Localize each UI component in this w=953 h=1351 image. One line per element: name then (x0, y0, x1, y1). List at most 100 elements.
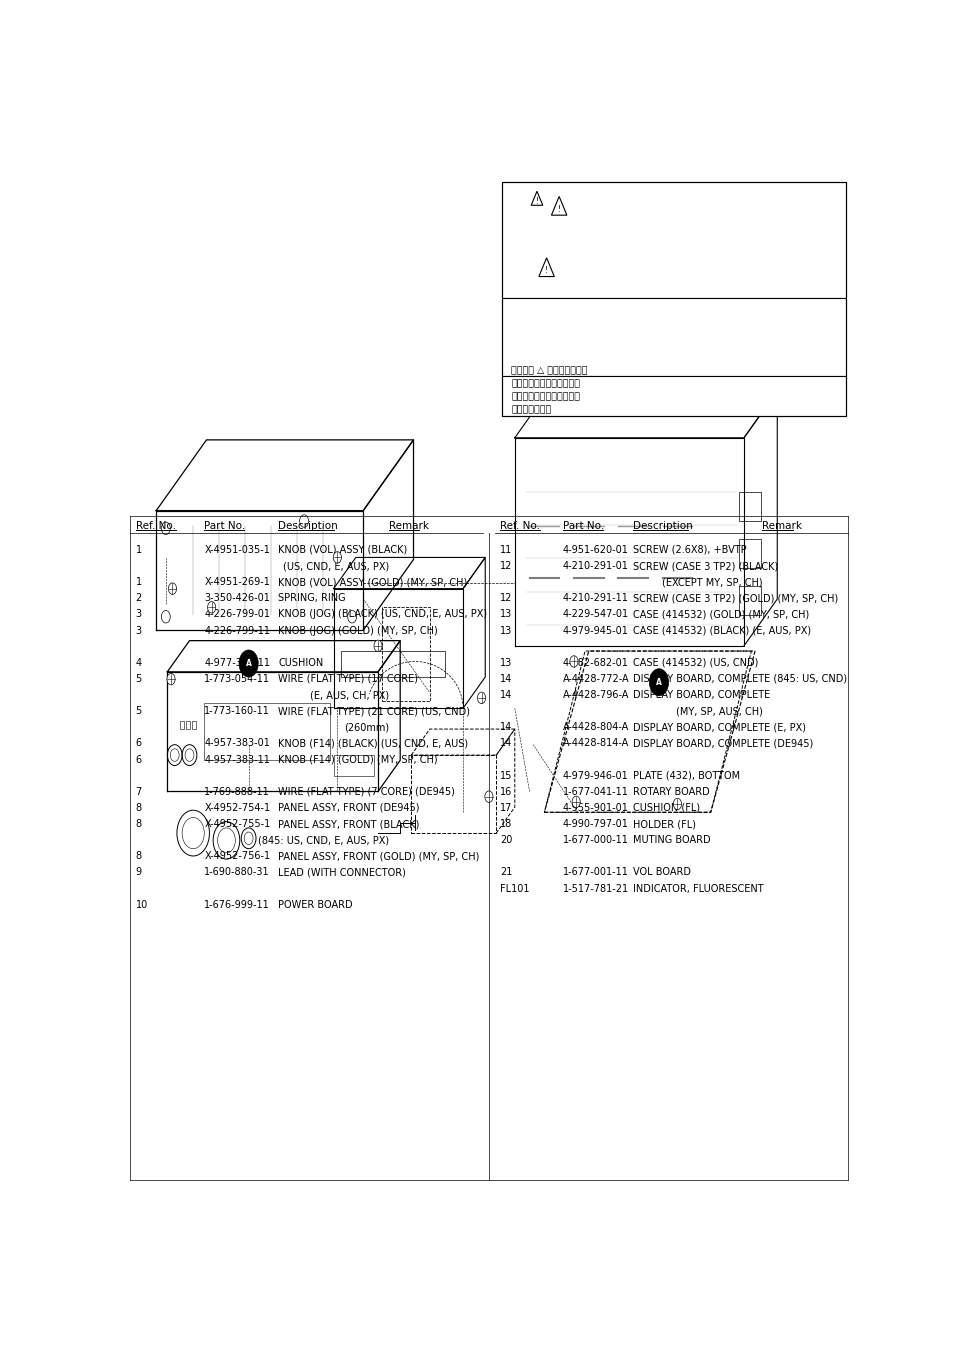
Bar (334, 755, 374, 775)
Text: 14: 14 (499, 723, 512, 732)
Circle shape (208, 601, 215, 613)
Text: 4-979-945-01: 4-979-945-01 (562, 626, 628, 635)
Text: 4-226-799-01: 4-226-799-01 (204, 609, 270, 620)
Text: KNOB (JOG) (GOLD) (MY, SP, CH): KNOB (JOG) (GOLD) (MY, SP, CH) (278, 626, 437, 635)
Text: 6: 6 (135, 755, 141, 765)
Text: LEAD (WITH CONNECTOR): LEAD (WITH CONNECTOR) (278, 867, 406, 877)
Text: 8: 8 (135, 819, 141, 830)
Text: 1-773-160-11: 1-773-160-11 (204, 707, 270, 716)
Text: 4-979-946-01: 4-979-946-01 (562, 770, 628, 781)
Text: (E, AUS, CH, PX): (E, AUS, CH, PX) (310, 690, 389, 700)
Bar (186, 720, 190, 730)
Text: 3-350-426-01: 3-350-426-01 (204, 593, 270, 604)
Text: 14: 14 (499, 690, 512, 700)
Text: WIRE (FLAT TYPE) (7 CORE) (DE945): WIRE (FLAT TYPE) (7 CORE) (DE945) (278, 786, 455, 797)
Text: 1: 1 (135, 577, 141, 588)
Text: X-4951-269-1: X-4951-269-1 (204, 577, 270, 588)
Text: 14: 14 (499, 674, 512, 684)
Text: KNOB (VOL) ASSY (GOLD) (MY, SP, CH): KNOB (VOL) ASSY (GOLD) (MY, SP, CH) (278, 577, 467, 588)
Text: POWER BOARD: POWER BOARD (278, 900, 353, 909)
Text: Remark: Remark (761, 521, 801, 531)
Text: 13: 13 (499, 609, 512, 620)
Bar (738, 539, 760, 567)
Text: Description: Description (633, 521, 692, 531)
Text: Part No.: Part No. (562, 521, 603, 531)
Text: 17: 17 (499, 802, 512, 813)
Text: Ref. No.: Ref. No. (135, 521, 175, 531)
Text: MUTING BOARD: MUTING BOARD (633, 835, 710, 846)
Text: SPRING, RING: SPRING, RING (278, 593, 346, 604)
Text: A-4428-796-A: A-4428-796-A (562, 690, 629, 700)
Text: 1-517-781-21: 1-517-781-21 (562, 884, 628, 893)
Text: SCREW (CASE 3 TP2) (GOLD) (MY, SP, CH): SCREW (CASE 3 TP2) (GOLD) (MY, SP, CH) (633, 593, 838, 604)
Bar (738, 492, 760, 521)
Text: 1-769-888-11: 1-769-888-11 (204, 786, 270, 797)
Text: 4-229-547-01: 4-229-547-01 (562, 609, 628, 620)
Text: DISPLAY BOARD, COMPLETE: DISPLAY BOARD, COMPLETE (633, 690, 769, 700)
Text: 4-977-358-11: 4-977-358-11 (204, 658, 270, 667)
Text: !: ! (544, 266, 548, 276)
Text: 4-982-682-01: 4-982-682-01 (562, 658, 628, 667)
Text: KNOB (F14) (GOLD) (MY, SP, CH): KNOB (F14) (GOLD) (MY, SP, CH) (278, 755, 437, 765)
Bar (204, 703, 330, 761)
Text: X-4952-756-1: X-4952-756-1 (204, 851, 270, 862)
Text: WIRE (FLAT TYPE) (17 CORE): WIRE (FLAT TYPE) (17 CORE) (278, 674, 417, 684)
Bar (341, 651, 444, 677)
Text: KNOB (F14) (BLACK) (US, CND, E, AUS): KNOB (F14) (BLACK) (US, CND, E, AUS) (278, 739, 468, 748)
Text: (EXCEPT MY, SP, CH): (EXCEPT MY, SP, CH) (661, 577, 761, 588)
Text: 1-677-001-11: 1-677-001-11 (562, 867, 628, 877)
Text: 6: 6 (135, 739, 141, 748)
Text: CASE (414532) (BLACK) (E, AUS, PX): CASE (414532) (BLACK) (E, AUS, PX) (633, 626, 810, 635)
Text: WIRE (FLAT TYPE) (21 CORE) (US, CND): WIRE (FLAT TYPE) (21 CORE) (US, CND) (278, 707, 470, 716)
Text: 9: 9 (135, 867, 141, 877)
Text: 4: 4 (135, 658, 141, 667)
Circle shape (673, 798, 680, 809)
Text: 3: 3 (135, 626, 141, 635)
Text: CASE (414532) (US, CND): CASE (414532) (US, CND) (633, 658, 758, 667)
Text: 1-677-000-11: 1-677-000-11 (562, 835, 628, 846)
Text: PANEL ASSY, FRONT (BLACK): PANEL ASSY, FRONT (BLACK) (278, 819, 419, 830)
Text: A-4428-814-A: A-4428-814-A (562, 739, 628, 748)
Bar (381, 608, 429, 701)
Bar (501, 297, 845, 376)
Text: A-4428-772-A: A-4428-772-A (562, 674, 629, 684)
Text: Remark: Remark (389, 521, 429, 531)
Text: Description: Description (278, 521, 337, 531)
Circle shape (649, 669, 668, 696)
Text: 5: 5 (135, 707, 142, 716)
Bar (501, 376, 845, 416)
Text: SCREW (2.6X8), +BVTP: SCREW (2.6X8), +BVTP (633, 544, 746, 555)
Bar (738, 585, 760, 615)
Text: PANEL ASSY, FRONT (GOLD) (MY, SP, CH): PANEL ASSY, FRONT (GOLD) (MY, SP, CH) (278, 851, 479, 862)
Text: DISPLAY BOARD, COMPLETE (DE945): DISPLAY BOARD, COMPLETE (DE945) (633, 739, 813, 748)
Circle shape (167, 673, 175, 685)
Text: 2: 2 (135, 593, 142, 604)
Text: 10: 10 (135, 900, 148, 909)
Circle shape (484, 790, 493, 802)
Text: !: ! (535, 197, 537, 205)
Text: (US, CND, E, AUS, PX): (US, CND, E, AUS, PX) (283, 561, 389, 571)
Circle shape (333, 551, 341, 563)
Text: (845: US, CND, E, AUS, PX): (845: US, CND, E, AUS, PX) (257, 835, 389, 846)
Text: 1-677-041-11: 1-677-041-11 (562, 786, 628, 797)
Text: 4-210-291-01: 4-210-291-01 (562, 561, 628, 571)
Text: A-4428-804-A: A-4428-804-A (562, 723, 628, 732)
Text: KNOB (JOG) (BLACK) (US, CND, E, AUS, PX): KNOB (JOG) (BLACK) (US, CND, E, AUS, PX) (278, 609, 487, 620)
Text: !: ! (558, 205, 560, 213)
Text: 20: 20 (499, 835, 512, 846)
Text: 7: 7 (135, 786, 142, 797)
Bar (501, 182, 845, 416)
Bar (192, 720, 196, 730)
Text: 18: 18 (499, 819, 512, 830)
Text: 12: 12 (499, 593, 512, 604)
Text: ROTARY BOARD: ROTARY BOARD (633, 786, 709, 797)
Text: (MY, SP, AUS, CH): (MY, SP, AUS, CH) (675, 707, 761, 716)
Text: FL101: FL101 (499, 884, 529, 893)
Text: A: A (656, 678, 661, 686)
Text: 1-676-999-11: 1-676-999-11 (204, 900, 270, 909)
Text: INDICATOR, FLUORESCENT: INDICATOR, FLUORESCENT (633, 884, 763, 893)
Text: Ref. No.: Ref. No. (499, 521, 539, 531)
Text: 11: 11 (499, 544, 512, 555)
Text: X-4951-035-1: X-4951-035-1 (204, 544, 270, 555)
Text: A: A (246, 659, 252, 667)
